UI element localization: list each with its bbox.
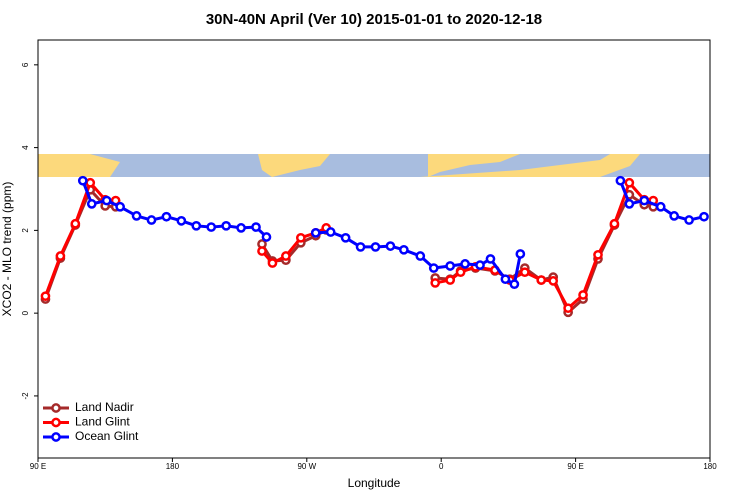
data-point: [206, 222, 217, 232]
y-tick-label: 6: [21, 62, 30, 67]
data-point: [385, 241, 396, 251]
data-point: [500, 274, 511, 285]
y-tick-label: -2: [21, 392, 30, 400]
x-tick-label: 90 W: [297, 462, 316, 471]
data-point: [85, 177, 96, 188]
data-point: [593, 249, 603, 260]
data-point: [475, 260, 485, 270]
y-tick-label: 4: [21, 145, 30, 150]
x-tick-label: 180: [703, 462, 717, 471]
data-point: [221, 220, 232, 231]
data-point: [340, 232, 351, 243]
land: [258, 154, 330, 177]
data-point: [86, 199, 97, 209]
data-point: [548, 276, 559, 286]
data-point: [146, 215, 157, 225]
x-tick-label: 90 E: [30, 462, 46, 471]
data-point: [77, 175, 88, 186]
data-point: [267, 258, 278, 268]
y-tick-label: 0: [21, 310, 30, 315]
data-point: [578, 290, 588, 300]
data-point: [415, 251, 426, 261]
data-point: [370, 242, 381, 252]
data-point: [310, 228, 321, 238]
land: [38, 154, 120, 177]
x-tick-label: 180: [166, 462, 180, 471]
y-axis-label: XCO2 - MLO trend (ppm): [0, 182, 14, 317]
legend-marker: [51, 432, 61, 442]
data-point: [655, 201, 666, 212]
data-point: [176, 216, 187, 226]
data-point: [131, 211, 142, 221]
data-point: [460, 259, 470, 269]
legend-label: Land Glint: [75, 415, 130, 429]
data-point: [428, 263, 439, 273]
legend-marker: [51, 417, 61, 428]
x-axis-label: Longitude: [348, 476, 401, 490]
data-point: [445, 275, 456, 285]
data-point: [161, 211, 172, 222]
data-point: [609, 218, 620, 229]
data-point: [236, 223, 246, 233]
data-point: [191, 220, 202, 231]
land: [428, 154, 520, 177]
data-point: [295, 232, 306, 243]
legend-marker: [51, 403, 61, 413]
x-tick-label: 0: [439, 462, 444, 471]
data-point: [699, 211, 709, 222]
data-point: [325, 227, 336, 237]
x-tick-label: 90 E: [567, 462, 583, 471]
data-point: [519, 267, 530, 278]
data-point: [430, 278, 441, 288]
series-line: [44, 181, 654, 310]
data-point: [261, 232, 272, 242]
data-point: [455, 267, 466, 278]
data-point: [101, 195, 112, 206]
data-point: [684, 215, 694, 225]
legend-label: Ocean Glint: [75, 429, 139, 443]
data-point: [445, 261, 456, 271]
data-point: [509, 279, 520, 290]
map-band: [38, 154, 710, 177]
data-point: [257, 246, 267, 256]
y-tick-label: 2: [21, 228, 30, 233]
data-point: [55, 251, 66, 261]
data-point: [669, 211, 680, 221]
data-point: [624, 177, 635, 188]
land: [420, 154, 640, 177]
data-point: [70, 218, 81, 229]
data-point: [355, 242, 366, 252]
data-point: [536, 275, 547, 285]
data-point: [563, 303, 573, 314]
data-point: [399, 244, 409, 255]
data-point: [515, 249, 526, 259]
chart-title: 30N-40N April (Ver 10) 2015-01-01 to 202…: [206, 11, 542, 28]
legend-label: Land Nadir: [75, 400, 134, 414]
data-point: [40, 291, 51, 302]
data-point: [281, 251, 291, 261]
data-point: [615, 175, 626, 186]
data-point: [624, 199, 635, 209]
data-point: [251, 222, 261, 232]
series-line: [44, 188, 654, 314]
data-point: [115, 201, 125, 212]
plot-frame: [37, 39, 711, 459]
data-point: [485, 254, 496, 264]
data-point: [639, 195, 650, 206]
